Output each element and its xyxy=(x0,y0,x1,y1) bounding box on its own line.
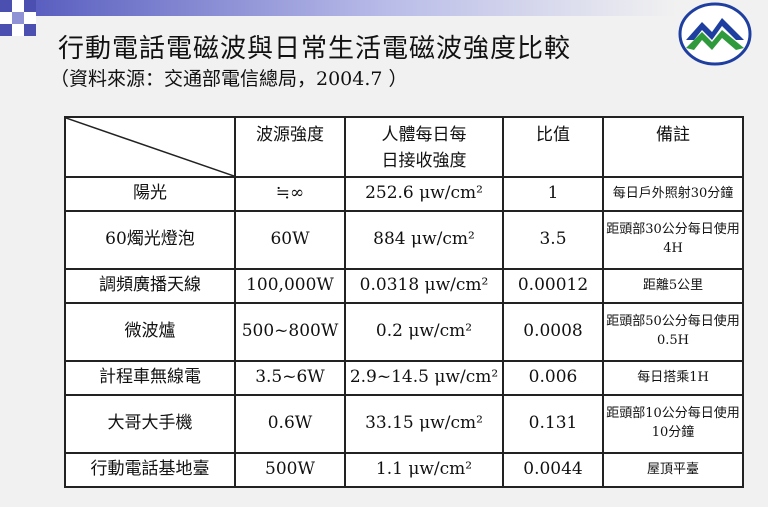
source-cell: 調頻廣播天線 xyxy=(64,268,236,304)
source-cell: 微波爐 xyxy=(64,301,236,363)
ratio-cell: 0.0008 xyxy=(502,301,604,363)
ratio-cell: 1 xyxy=(502,176,604,212)
note-cell: 距頭部30公分每日使用4H xyxy=(602,209,744,271)
table-row: 微波爐 500~800W 0.2 μw/cm² 0.0008 距頭部50公分每日… xyxy=(64,301,744,363)
header-gradient-bar xyxy=(36,0,676,16)
corner-decoration xyxy=(0,0,36,36)
header-strength: 波源強度 xyxy=(234,116,346,178)
ratio-cell: 0.006 xyxy=(502,360,604,396)
note-cell: 屋頂平臺 xyxy=(602,452,744,488)
table-row: 陽光 ≒∞ 252.6 μw/cm² 1 每日戶外照射30分鐘 xyxy=(64,176,744,212)
table-header-row: 波源強度 人體每日每日接收強度 比值 備註 xyxy=(64,116,744,178)
ratio-cell: 0.0044 xyxy=(502,452,604,488)
header-ratio: 比值 xyxy=(502,116,604,178)
comparison-table: 波源強度 人體每日每日接收強度 比值 備註 陽光 ≒∞ 252.6 μw/cm²… xyxy=(64,116,744,488)
source-cell: 陽光 xyxy=(64,176,236,212)
table-row: 行動電話基地臺 500W 1.1 μw/cm² 0.0044 屋頂平臺 xyxy=(64,452,744,488)
strength-cell: 500W xyxy=(234,452,346,488)
table-row: 計程車無線電 3.5~6W 2.9~14.5 μw/cm² 0.006 每日搭乘… xyxy=(64,360,744,396)
note-cell: 距離5公里 xyxy=(602,268,744,304)
table-row: 大哥大手機 0.6W 33.15 μw/cm² 0.131 距頭部10公分每日使… xyxy=(64,393,744,455)
table-row: 調頻廣播天線 100,000W 0.0318 μw/cm² 0.00012 距離… xyxy=(64,268,744,304)
strength-cell: 100,000W xyxy=(234,268,346,304)
exposure-cell: 884 μw/cm² xyxy=(344,209,504,271)
ratio-cell: 0.00012 xyxy=(502,268,604,304)
ratio-cell: 0.131 xyxy=(502,393,604,455)
header-note: 備註 xyxy=(602,116,744,178)
note-cell: 每日搭乘1H xyxy=(602,360,744,396)
exposure-cell: 0.0318 μw/cm² xyxy=(344,268,504,304)
strength-cell: ≒∞ xyxy=(234,176,346,212)
header-exposure: 人體每日每日接收強度 xyxy=(344,116,504,178)
strength-cell: 0.6W xyxy=(234,393,346,455)
exposure-cell: 252.6 μw/cm² xyxy=(344,176,504,212)
exposure-cell: 2.9~14.5 μw/cm² xyxy=(344,360,504,396)
strength-cell: 3.5~6W xyxy=(234,360,346,396)
strength-cell: 500~800W xyxy=(234,301,346,363)
exposure-cell: 33.15 μw/cm² xyxy=(344,393,504,455)
source-cell: 計程車無線電 xyxy=(64,360,236,396)
note-cell: 每日戶外照射30分鐘 xyxy=(602,176,744,212)
source-cell: 行動電話基地臺 xyxy=(64,452,236,488)
note-cell: 距頭部50公分每日使用0.5H xyxy=(602,301,744,363)
slide-subtitle: （資料來源：交通部電信總局，2004.7 ） xyxy=(50,68,408,90)
note-cell: 距頭部10公分每日使用10分鐘 xyxy=(602,393,744,455)
header-corner-cell xyxy=(64,116,236,178)
ratio-cell: 3.5 xyxy=(502,209,604,271)
agency-logo-icon xyxy=(678,2,752,66)
source-cell: 大哥大手機 xyxy=(64,393,236,455)
table-row: 60燭光燈泡 60W 884 μw/cm² 3.5 距頭部30公分每日使用4H xyxy=(64,209,744,271)
slide-title: 行動電話電磁波與日常生活電磁波強度比較 xyxy=(58,34,572,64)
exposure-cell: 1.1 μw/cm² xyxy=(344,452,504,488)
source-cell: 60燭光燈泡 xyxy=(64,209,236,271)
exposure-cell: 0.2 μw/cm² xyxy=(344,301,504,363)
strength-cell: 60W xyxy=(234,209,346,271)
